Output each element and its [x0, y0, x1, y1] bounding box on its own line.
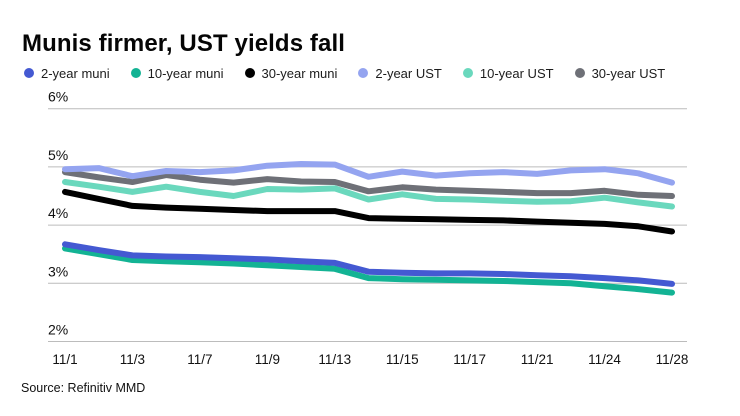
legend-swatch-icon — [462, 68, 473, 78]
legend-label: 10-year UST — [479, 65, 554, 81]
x-tick-label: 11/1 — [52, 352, 77, 367]
x-tick-label: 11/7 — [187, 352, 212, 367]
y-tick-label: 2% — [48, 322, 68, 338]
chart-legend: 2-year muni 10-year muni 30-year muni 2-yea… — [24, 63, 724, 83]
legend-label: 30-year muni — [261, 65, 338, 81]
yield-chart: 6% 5% 4% 3% 2% 11/1 11/3 11/7 11/9 11/13 11/15 11/1… — [48, 89, 689, 367]
series-line-2-year-ust — [62, 161, 675, 186]
x-tick-label: 11/15 — [386, 352, 419, 367]
legend-swatch-icon — [24, 68, 34, 78]
y-tick-label: 4% — [48, 205, 68, 221]
x-tick-label: 11/13 — [318, 352, 351, 367]
series-line-30-year-ust — [62, 169, 675, 199]
x-tick-label: 11/24 — [588, 352, 621, 367]
legend-item-10-year-muni: 10-year muni — [130, 65, 224, 81]
x-tick-label: 11/17 — [453, 352, 486, 367]
chart-area: 6% 5% 4% 3% 2% 11/1 11/3 11/7 11/9 11/13 11/15 11/1… — [0, 88, 740, 388]
legend-label: 2-year muni — [41, 65, 110, 81]
legend-label: 10-year muni — [147, 65, 224, 81]
legend-swatch-icon — [130, 68, 141, 78]
x-tick-label: 11/3 — [120, 352, 145, 367]
series-line-30-year-muni — [62, 188, 675, 235]
series-line-2-year-muni — [62, 241, 675, 287]
legend-swatch-icon — [358, 68, 369, 78]
source-note: Source: Refinitiv MMD — [21, 381, 146, 395]
series-line-10-year-muni — [62, 245, 675, 296]
legend-item-30-year-ust: 30-year UST — [574, 65, 666, 81]
x-tick-label: 11/21 — [521, 352, 554, 367]
legend-label: 2-year UST — [375, 65, 442, 81]
legend-swatch-icon — [574, 68, 585, 78]
legend-swatch-icon — [244, 68, 255, 78]
legend-item-2-year-ust: 2-year UST — [358, 65, 442, 81]
series-line-10-year-ust — [62, 179, 675, 210]
y-tick-label: 3% — [48, 263, 68, 279]
legend-label: 30-year UST — [591, 65, 666, 81]
x-tick-label: 11/28 — [656, 352, 689, 367]
y-tick-label: 6% — [48, 89, 68, 105]
x-tick-label: 11/9 — [255, 352, 280, 367]
legend-item-10-year-ust: 10-year UST — [462, 65, 554, 81]
page-title: Munis firmer, UST yields fall — [22, 30, 345, 58]
legend-item-2-year-muni: 2-year muni — [24, 66, 110, 81]
legend-item-30-year-muni: 30-year muni — [244, 65, 338, 81]
y-tick-label: 5% — [48, 147, 68, 163]
